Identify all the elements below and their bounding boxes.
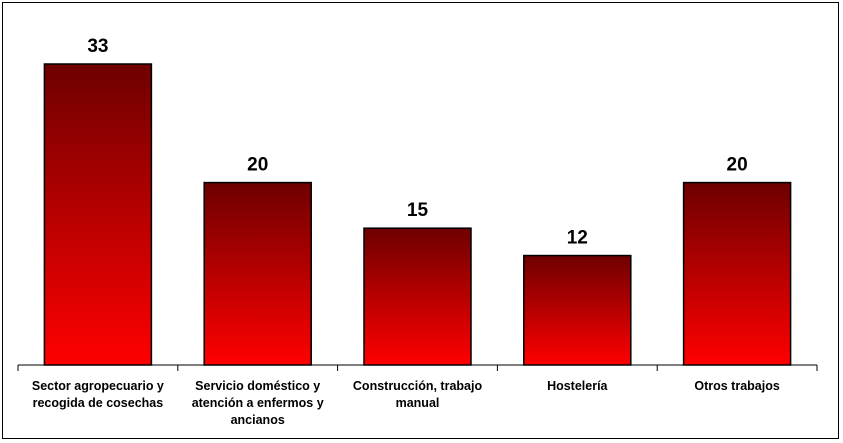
category-label-line: Servicio doméstico y <box>195 379 320 393</box>
value-label-4: 12 <box>567 228 588 249</box>
category-label-5: Otros trabajos <box>694 379 779 393</box>
value-label-2: 20 <box>247 155 268 176</box>
bar-2 <box>203 181 312 366</box>
value-label-1: 33 <box>87 36 108 57</box>
bar-3 <box>363 227 472 366</box>
category-label-line: Construcción, trabajo <box>353 379 483 393</box>
category-label-3: Construcción, trabajo manual <box>353 379 483 410</box>
category-label-line: manual <box>396 396 440 410</box>
bar-5 <box>682 181 792 366</box>
category-label-2: Servicio doméstico y atención a enfermos … <box>192 379 324 427</box>
category-label-1: Sector agropecuario y recogida de cosecha… <box>32 379 164 410</box>
category-label-line: Sector agropecuario y <box>32 379 164 393</box>
value-label-3: 15 <box>407 200 429 221</box>
value-label-5: 20 <box>727 155 748 176</box>
category-label-line: ancianos <box>231 413 285 427</box>
category-label-4: Hostelería <box>547 379 608 393</box>
category-label-line: recogida de cosechas <box>33 396 164 410</box>
category-label-line: atención a enfermos y <box>192 396 324 410</box>
category-label-line: Hostelería <box>547 379 608 393</box>
bar-4 <box>523 254 632 366</box>
category-label-line: Otros trabajos <box>694 379 779 393</box>
bar-1 <box>43 63 153 366</box>
